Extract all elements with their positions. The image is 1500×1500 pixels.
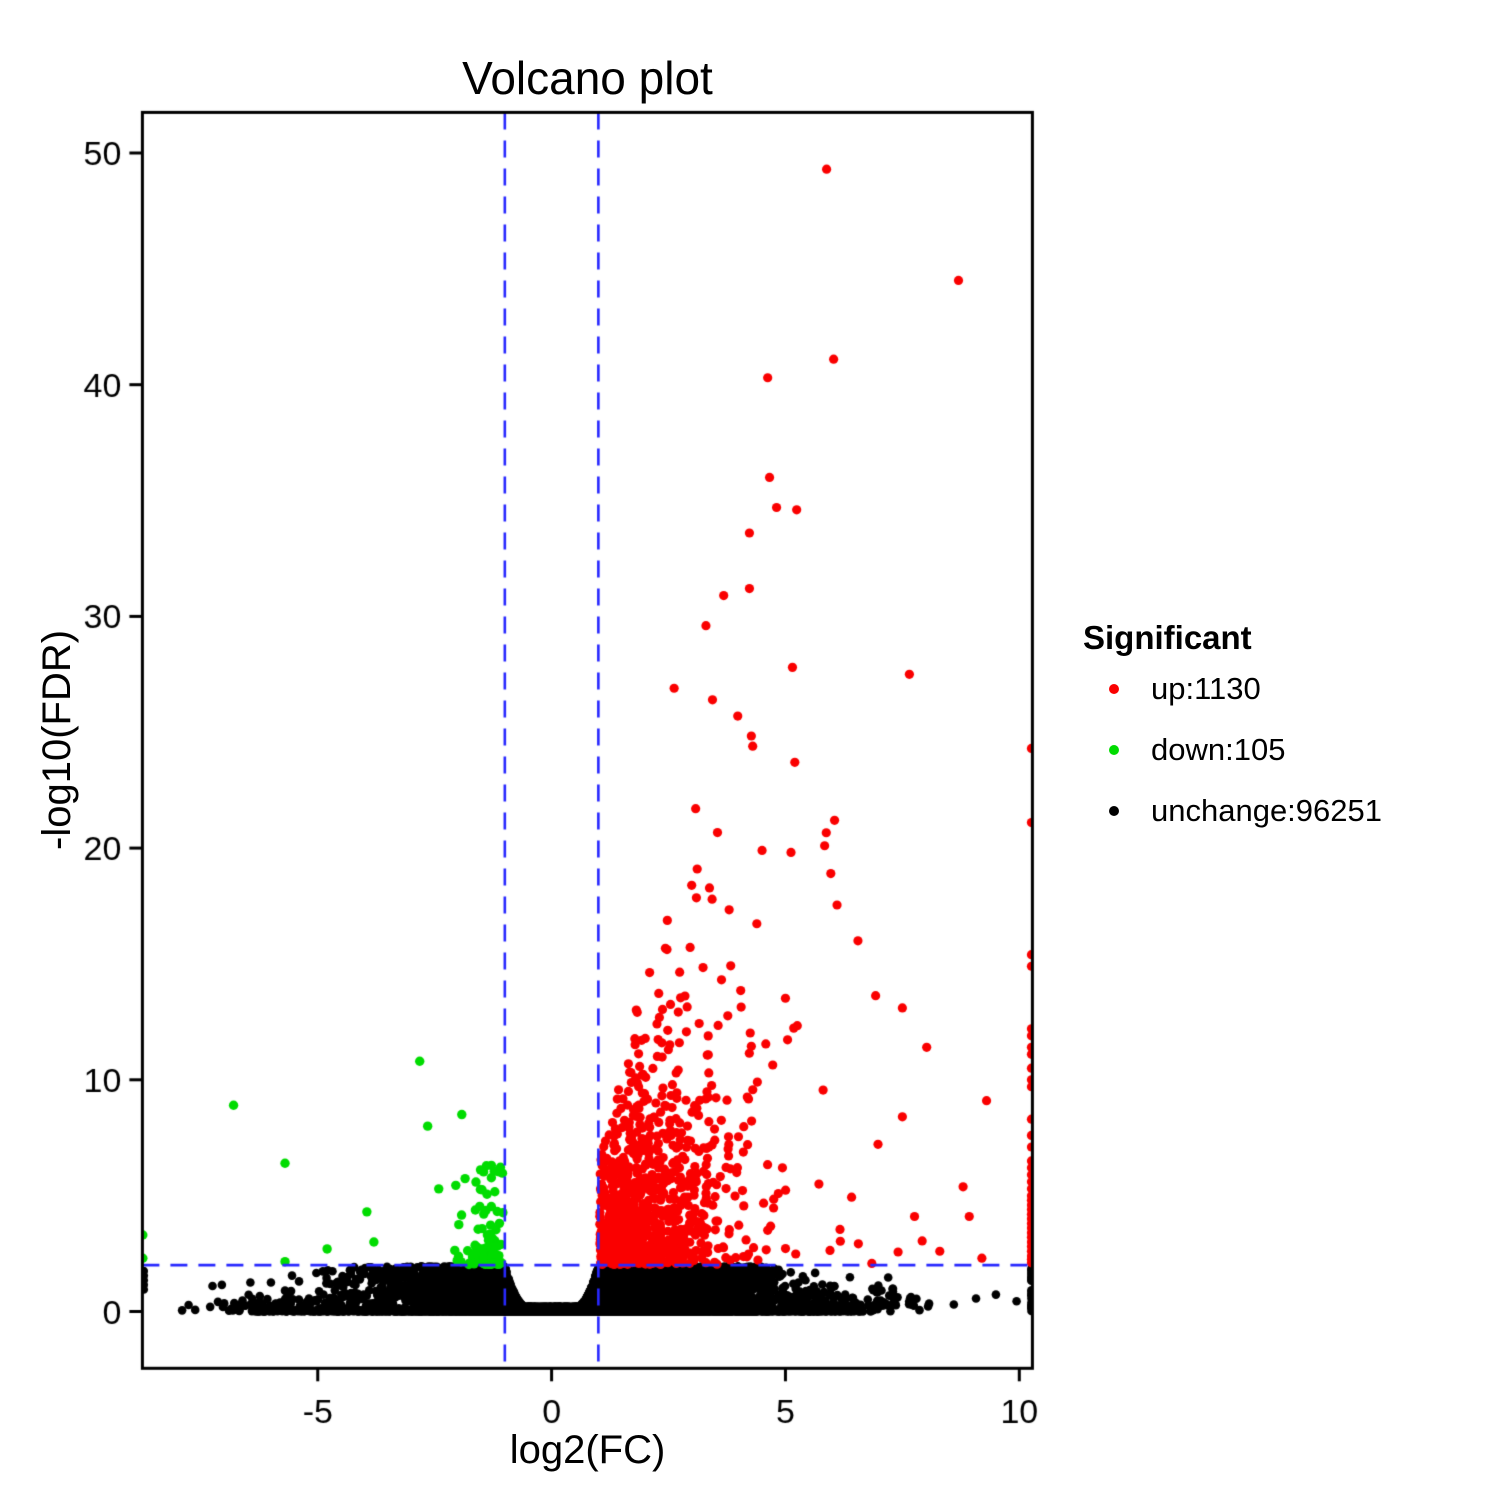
up-dot-icon bbox=[1109, 683, 1119, 694]
unchange-dot-icon bbox=[1109, 805, 1119, 816]
y-axis-label: -log10(FDR) bbox=[35, 629, 79, 851]
legend-title: Significant bbox=[1083, 619, 1252, 656]
x-axis-label: log2(FC) bbox=[509, 1428, 666, 1472]
legend-item-up: up:1130 bbox=[1083, 658, 1382, 719]
chart-title: Volcano plot bbox=[462, 52, 713, 104]
legend-item-unchange: unchange:96251 bbox=[1083, 780, 1382, 841]
legend-label-up: up:1130 bbox=[1151, 671, 1261, 706]
legend-label-unchange: unchange:96251 bbox=[1151, 793, 1383, 828]
down-dot-icon bbox=[1109, 744, 1119, 755]
legend-label-down: down:105 bbox=[1151, 732, 1286, 767]
legend-item-down: down:105 bbox=[1083, 719, 1382, 780]
legend: Significant up:1130 down:105 unchange:96… bbox=[1083, 618, 1382, 841]
